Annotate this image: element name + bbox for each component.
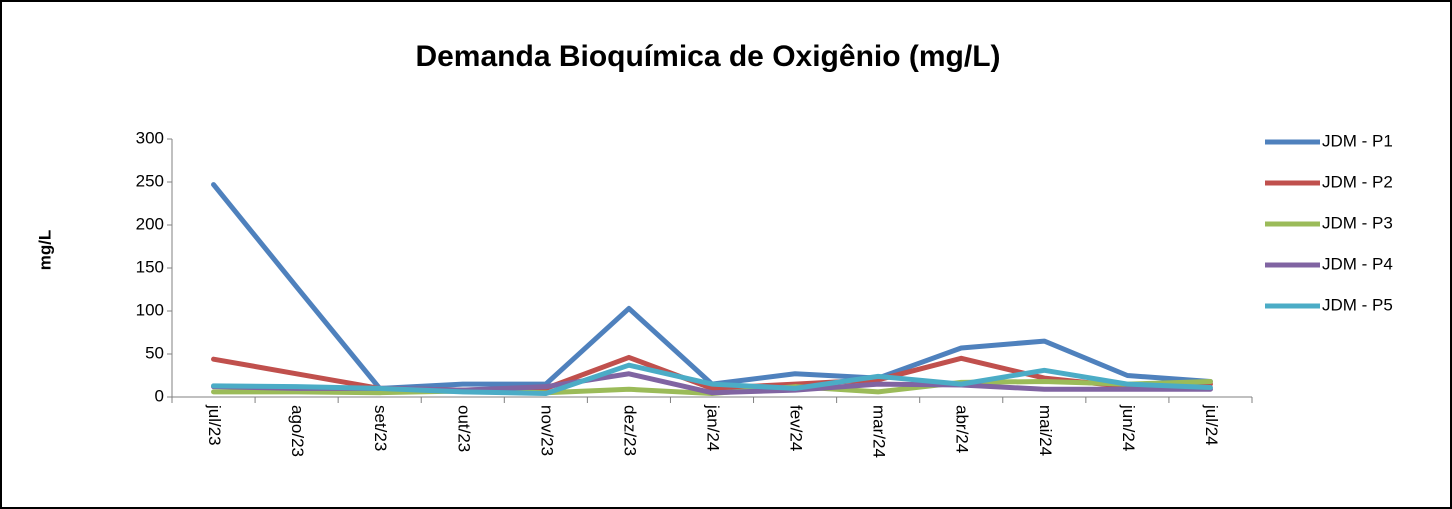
legend-label: JDM - P1 (1322, 131, 1393, 150)
y-tick-label: 250 (136, 171, 164, 190)
x-tick-label: jul/23 (205, 404, 224, 446)
x-tick-label: set/23 (371, 405, 390, 451)
x-tick-label: mar/24 (870, 405, 889, 458)
x-tick-label: abr/24 (953, 405, 972, 453)
y-tick-label: 50 (145, 343, 164, 362)
y-tick-label: 150 (136, 257, 164, 276)
x-tick-label: jul/24 (1202, 404, 1221, 446)
x-tick-label: jan/24 (704, 404, 723, 451)
x-tick-label: ago/23 (288, 405, 307, 457)
y-tick-label: 200 (136, 214, 164, 233)
x-tick-label: nov/23 (537, 405, 556, 456)
y-tick-label: 300 (136, 128, 164, 147)
x-tick-label: mai/24 (1036, 405, 1055, 456)
y-tick-label: 100 (136, 300, 164, 319)
y-axis-label: mg/L (35, 230, 54, 271)
y-tick-label: 0 (155, 386, 164, 405)
series-line (211, 362, 1213, 397)
legend-label: JDM - P3 (1322, 213, 1393, 232)
legend-label: JDM - P5 (1322, 295, 1393, 314)
chart-title: Demanda Bioquímica de Oxigênio (mg/L) (415, 40, 1000, 73)
legend-label: JDM - P4 (1322, 254, 1393, 273)
x-tick-label: dez/23 (620, 405, 639, 456)
x-tick-label: out/23 (454, 405, 473, 452)
x-tick-label: fev/24 (787, 405, 806, 451)
x-tick-label: jun/24 (1119, 404, 1138, 451)
legend-label: JDM - P2 (1322, 172, 1393, 191)
